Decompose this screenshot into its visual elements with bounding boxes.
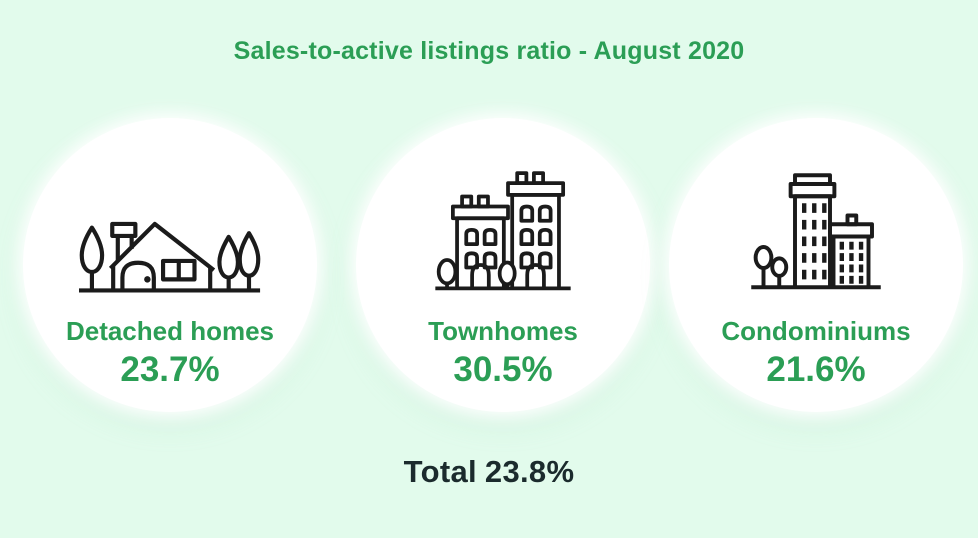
- card-value: 30.5%: [453, 350, 553, 389]
- card-value: 23.7%: [120, 350, 220, 389]
- page-title: Sales-to-active listings ratio - August …: [233, 37, 745, 65]
- card-label: Condominiums: [721, 316, 911, 346]
- total-value: 23.8%: [484, 454, 575, 489]
- card-label: Townhomes: [428, 316, 578, 346]
- total-ratio: Total 23.8%: [0, 454, 978, 490]
- card-value: 21.6%: [766, 350, 866, 389]
- condominiums-icon: [746, 146, 886, 296]
- card-detached-homes: Detached homes 23.7%: [23, 118, 317, 412]
- detached-house-icon: [75, 146, 265, 296]
- townhomes-icon: [432, 146, 574, 296]
- card-townhomes: Townhomes 30.5%: [356, 118, 650, 412]
- card-condominiums: Condominiums 21.6%: [669, 118, 963, 412]
- stat-cards-row: Detached homes 23.7%: [0, 118, 978, 412]
- card-label: Detached homes: [65, 316, 275, 346]
- total-label: Total: [403, 454, 477, 489]
